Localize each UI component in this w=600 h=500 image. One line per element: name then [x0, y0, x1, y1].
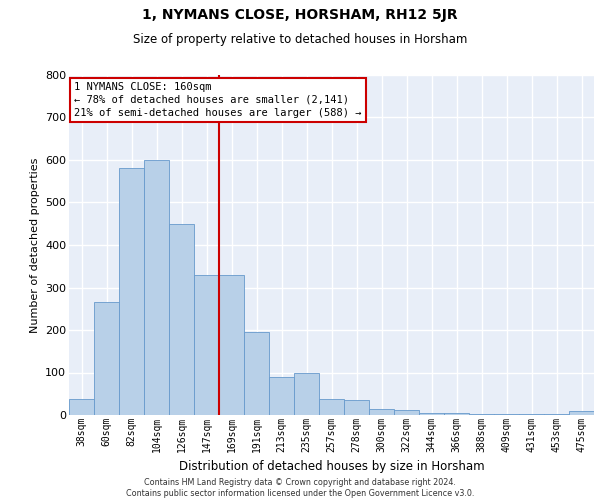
Bar — [294, 372, 319, 415]
Bar — [419, 413, 444, 415]
Bar — [69, 399, 94, 415]
Bar — [94, 302, 119, 415]
Text: 1, NYMANS CLOSE, HORSHAM, RH12 5JR: 1, NYMANS CLOSE, HORSHAM, RH12 5JR — [142, 8, 458, 22]
Bar — [469, 414, 494, 415]
Bar — [569, 411, 594, 415]
Y-axis label: Number of detached properties: Number of detached properties — [29, 158, 40, 332]
Bar — [344, 400, 369, 415]
Bar — [444, 413, 469, 415]
Bar — [119, 168, 144, 415]
Text: Size of property relative to detached houses in Horsham: Size of property relative to detached ho… — [133, 32, 467, 46]
Bar — [194, 274, 219, 415]
Bar — [394, 410, 419, 415]
Bar — [219, 274, 244, 415]
Bar — [169, 224, 194, 415]
Bar — [319, 399, 344, 415]
Text: Contains HM Land Registry data © Crown copyright and database right 2024.
Contai: Contains HM Land Registry data © Crown c… — [126, 478, 474, 498]
Bar — [369, 409, 394, 415]
Bar — [144, 160, 169, 415]
Text: 1 NYMANS CLOSE: 160sqm
← 78% of detached houses are smaller (2,141)
21% of semi-: 1 NYMANS CLOSE: 160sqm ← 78% of detached… — [74, 82, 362, 118]
Bar — [494, 414, 519, 415]
Bar — [244, 332, 269, 415]
Bar — [544, 414, 569, 415]
Bar — [269, 377, 294, 415]
X-axis label: Distribution of detached houses by size in Horsham: Distribution of detached houses by size … — [179, 460, 484, 473]
Bar — [519, 414, 544, 415]
